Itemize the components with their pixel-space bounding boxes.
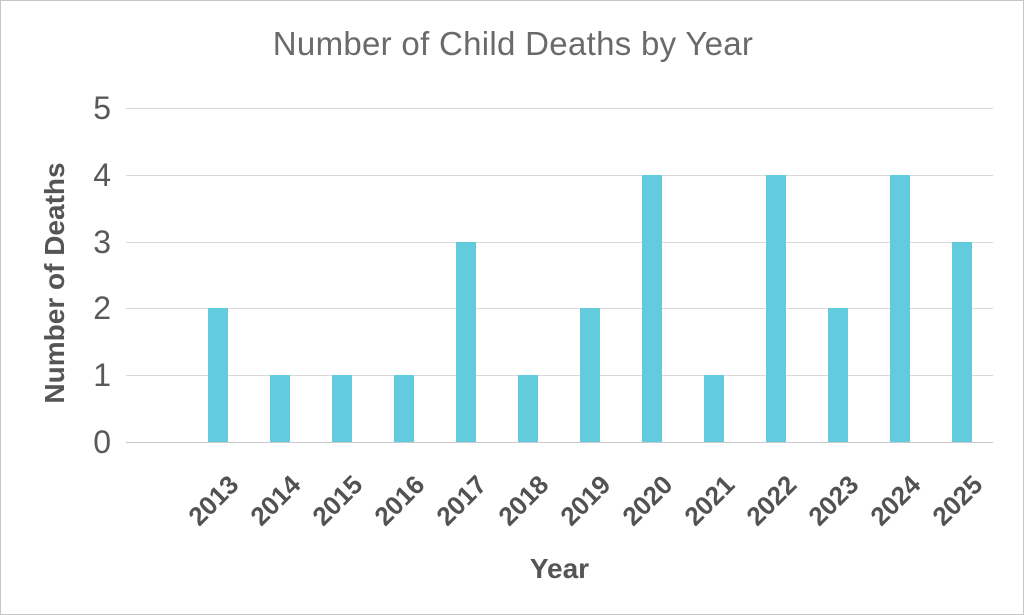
x-tick-label-2025: 2025 xyxy=(926,469,989,532)
x-tick-label-2017: 2017 xyxy=(430,469,493,532)
y-tick-label-5: 5 xyxy=(93,90,111,126)
y-tick-label-1: 1 xyxy=(93,357,111,394)
y-tick-label-0: 0 xyxy=(93,424,111,460)
bar-2013 xyxy=(208,308,228,442)
gridline-y-4 xyxy=(126,174,993,176)
bar-2019 xyxy=(580,308,600,442)
bar-2016 xyxy=(394,375,414,442)
y-tick-label-3: 3 xyxy=(93,223,111,260)
y-tick-label-2: 2 xyxy=(93,290,111,327)
x-tick-label-2016: 2016 xyxy=(368,469,431,532)
x-tick-label-2015: 2015 xyxy=(306,469,369,532)
x-tick-label-2019: 2019 xyxy=(554,469,617,532)
x-tick-label-2014: 2014 xyxy=(244,469,307,532)
bar-2024 xyxy=(890,174,910,442)
bar-2023 xyxy=(828,308,848,442)
gridline-y-3 xyxy=(126,241,993,243)
x-tick-label-2020: 2020 xyxy=(616,469,679,532)
gridline-y-1 xyxy=(126,375,993,377)
x-axis-title: Year xyxy=(529,553,590,584)
chart-title: Number of Child Deaths by Year xyxy=(272,25,754,62)
bar-2020 xyxy=(642,174,662,442)
y-tick-label-4: 4 xyxy=(93,156,111,193)
x-tick-label-2018: 2018 xyxy=(492,469,555,532)
bar-2025 xyxy=(952,241,972,442)
bar-2018 xyxy=(518,375,538,442)
x-tick-label-2021: 2021 xyxy=(678,469,741,532)
bar-2014 xyxy=(270,375,290,442)
bar-2017 xyxy=(456,241,476,442)
gridline-y-0 xyxy=(126,442,993,443)
x-tick-label-2013: 2013 xyxy=(182,469,245,532)
bar-2022 xyxy=(766,174,786,442)
gridline-y-2 xyxy=(126,308,993,310)
x-tick-label-2023: 2023 xyxy=(802,469,865,532)
x-tick-label-2022: 2022 xyxy=(740,469,803,532)
x-tick-label-2024: 2024 xyxy=(864,469,927,532)
gridline-y-5 xyxy=(126,108,993,109)
bar-2021 xyxy=(704,375,724,442)
bar-2015 xyxy=(332,375,352,442)
plot-area xyxy=(126,108,993,443)
